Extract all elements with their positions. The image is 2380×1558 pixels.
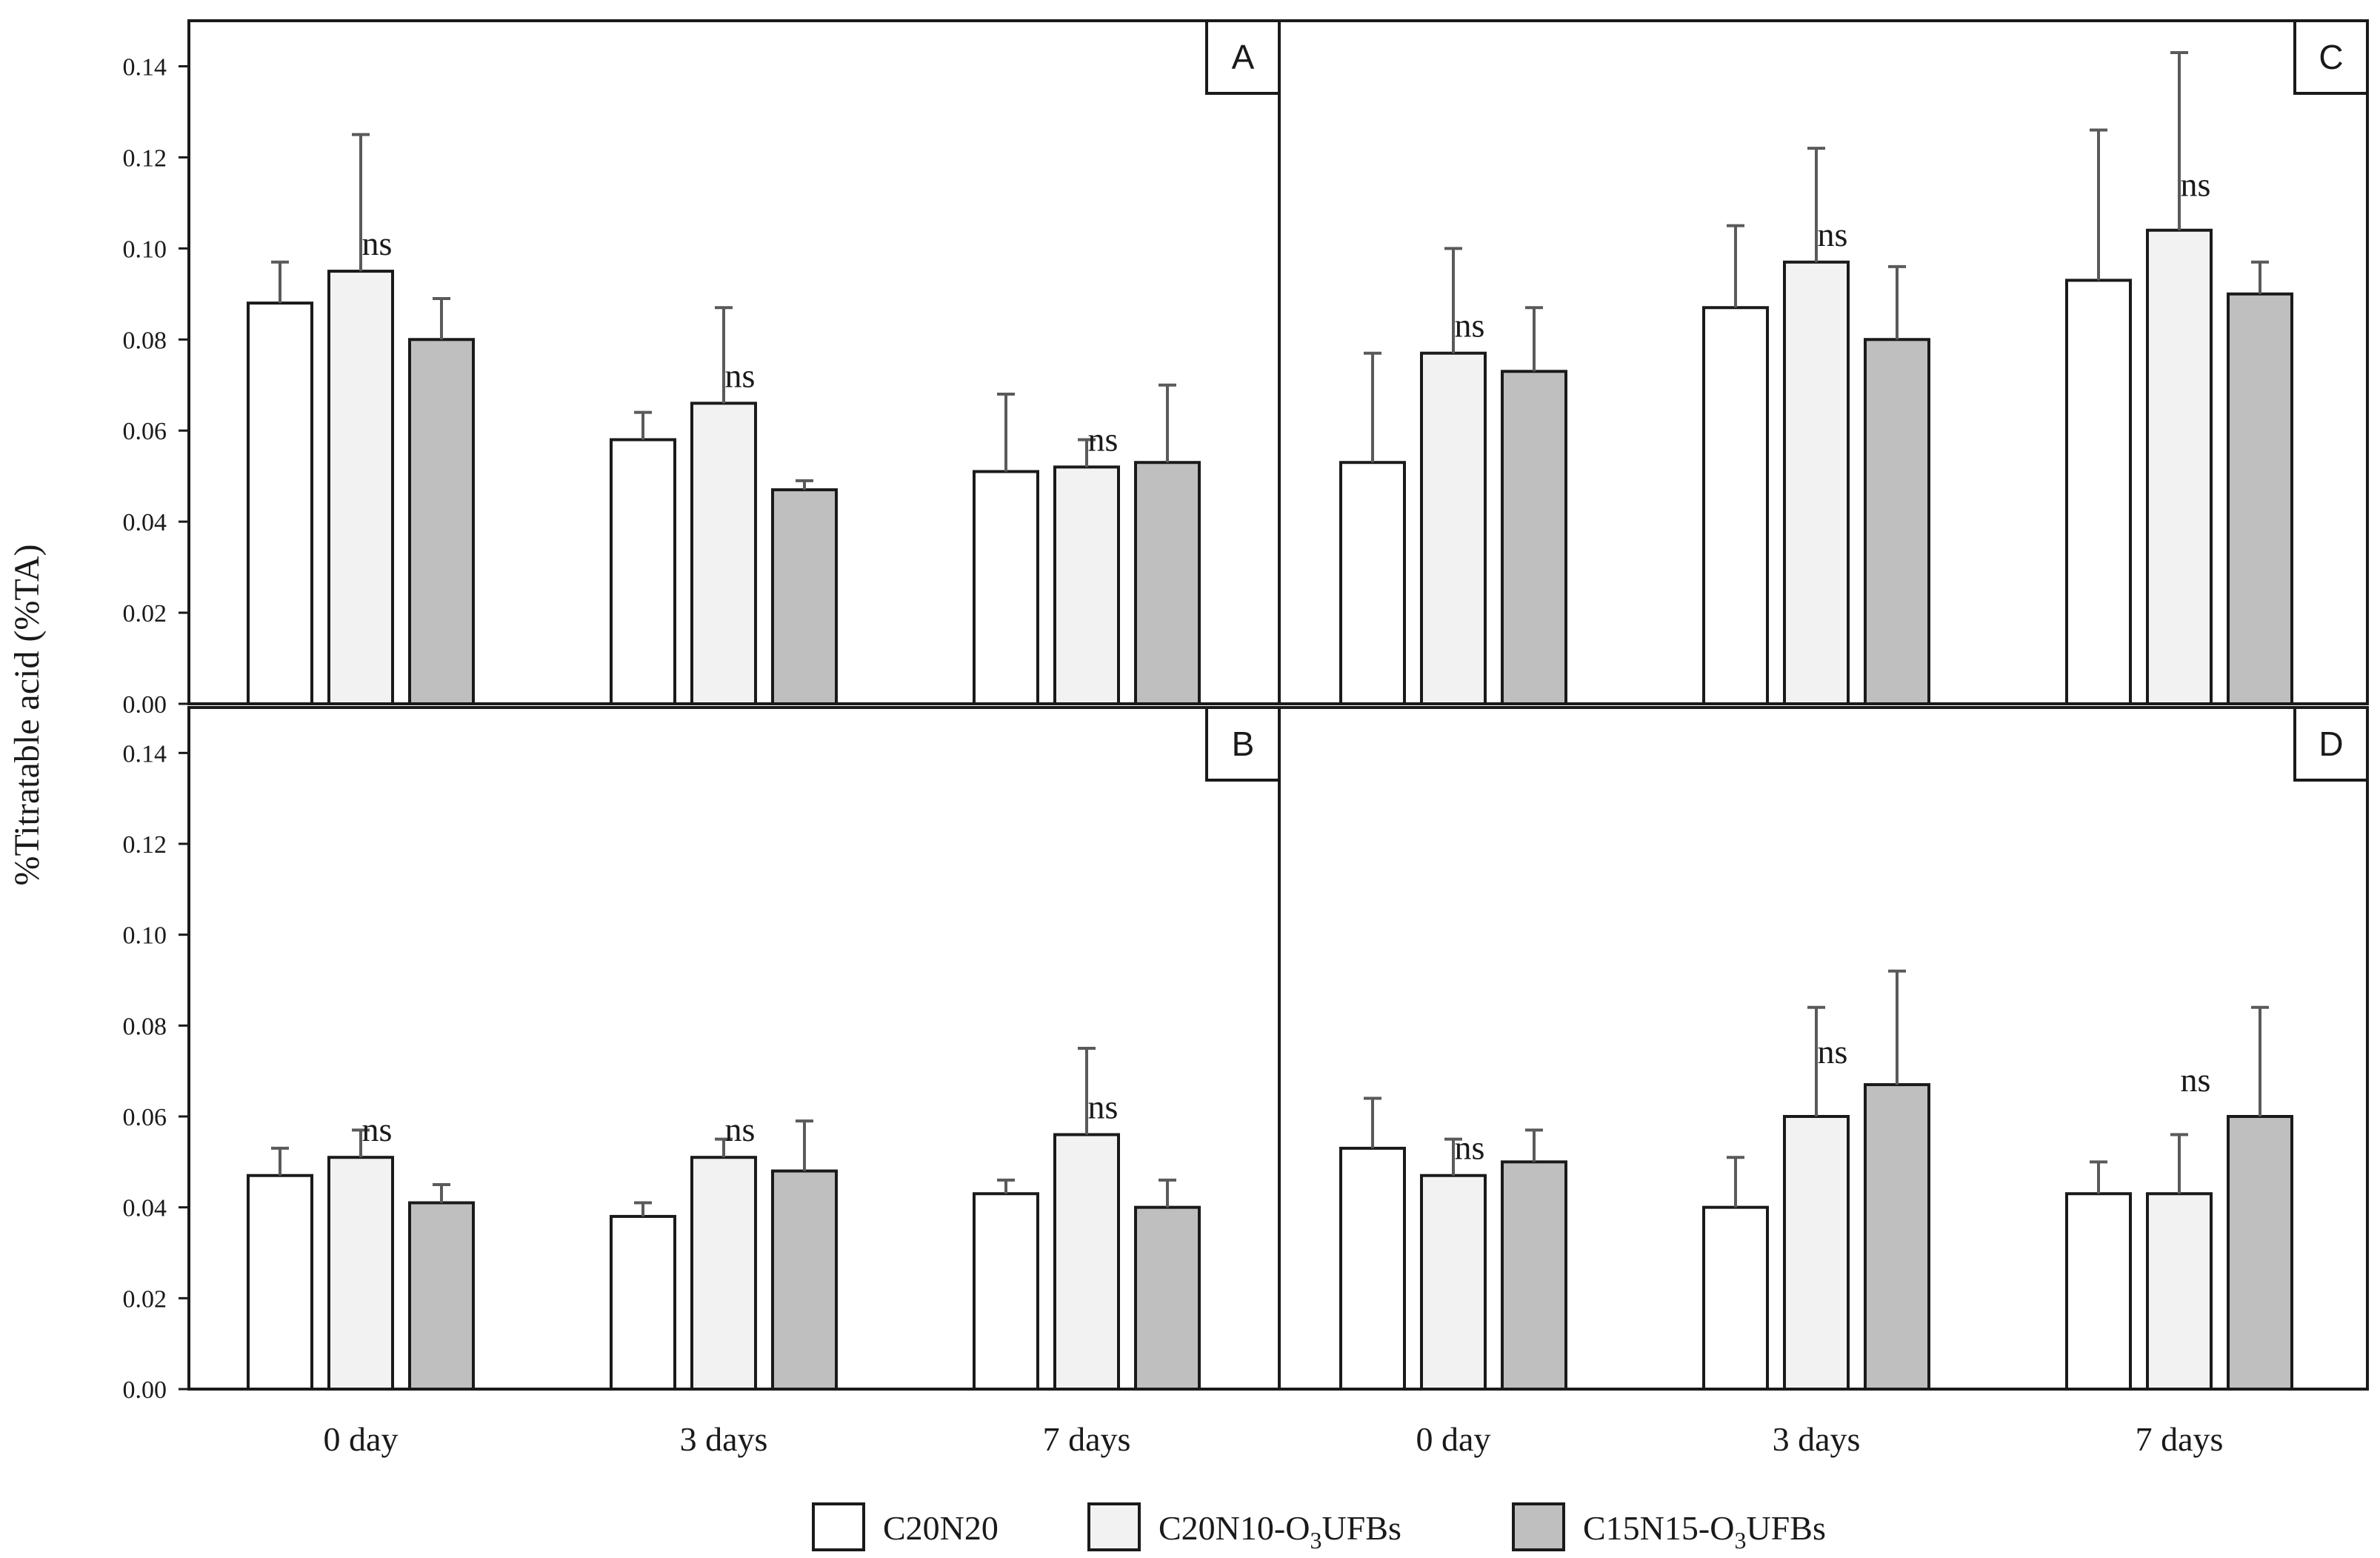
panel-label: B [1232, 725, 1255, 763]
ns-annotation: ns [725, 356, 756, 394]
bar-c20n10-o3ufbs-1 [690, 1156, 757, 1391]
y-tick-label: 0.00 [123, 1376, 167, 1404]
bar-c20n10-o3ufbs-1 [1783, 1115, 1850, 1391]
bar-c20n10-o3ufbs-0 [1420, 1174, 1487, 1391]
panels: 0.00 0.02 0.04 0.06 0.08 0.10 0.12 0.14 ns ns ns An… [123, 19, 2369, 1458]
bar-c15n15-o3ufbs-0 [408, 338, 475, 705]
category-label: 7 days [2136, 1420, 2224, 1458]
panel-label-box [2293, 19, 2369, 95]
y-tick-label: 0.06 [123, 1104, 167, 1131]
y-tick-label: 0.14 [123, 53, 167, 81]
panel-label: D [2319, 725, 2343, 763]
bar-c15n15-o3ufbs-0 [408, 1201, 475, 1391]
bar-c20n20-2 [2065, 1192, 2132, 1391]
bar-c15n15-o3ufbs-0 [1501, 370, 1567, 705]
y-tick-label: 0.06 [123, 418, 167, 445]
bar-c20n10-o3ufbs-1 [690, 402, 757, 705]
legend-label: C20N20 [883, 1509, 999, 1547]
ns-annotation: ns [2181, 1061, 2211, 1099]
bar-c20n20-1 [1702, 1205, 1769, 1391]
category-label: 3 days [680, 1420, 768, 1458]
y-axis-label: %Titratable acid (%TA) [7, 545, 47, 886]
y-tick-label: 0.02 [123, 1285, 167, 1313]
bar-c20n10-o3ufbs-2 [1053, 1133, 1120, 1391]
bar-c20n10-o3ufbs-2 [1053, 465, 1120, 706]
bar-c15n15-o3ufbs-1 [1864, 1083, 1930, 1391]
category-label: 0 day [1416, 1420, 1491, 1458]
bar-c15n15-o3ufbs-1 [1864, 338, 1930, 705]
legend-swatch [1087, 1502, 1141, 1551]
y-tick-label: 0.00 [123, 691, 167, 719]
bar-c15n15-o3ufbs-2 [1134, 1205, 1201, 1391]
bar-c20n10-o3ufbs-1 [1783, 260, 1850, 706]
legend-label: C20N10-O3UFBs [1159, 1509, 1401, 1554]
legend: C20N20 C20N10-O3UFBs C15N15-O3UFBs [812, 1502, 1826, 1554]
bar-c20n20-0 [247, 302, 313, 705]
bar-c20n20-1 [610, 1214, 676, 1391]
panel-b: 0.00 0.02 0.04 0.06 0.08 0.10 0.12 0.14 ns ns ns B 0… [123, 706, 1281, 1458]
panel-label-box [1205, 706, 1281, 782]
ns-annotation: ns [362, 1111, 393, 1148]
y-tick-label: 0.12 [123, 144, 167, 172]
bar-c15n15-o3ufbs-2 [2227, 292, 2293, 705]
bar-c20n20-2 [2065, 279, 2132, 705]
y-tick-label: 0.08 [123, 1013, 167, 1040]
y-tick-label: 0.12 [123, 831, 167, 859]
y-tick-label: 0.02 [123, 600, 167, 627]
ns-annotation: ns [725, 1111, 756, 1148]
bar-c20n10-o3ufbs-2 [2146, 1192, 2213, 1391]
bar-c15n15-o3ufbs-0 [1501, 1160, 1567, 1391]
bar-c20n20-0 [1339, 1146, 1406, 1391]
y-tick-label: 0.14 [123, 740, 167, 768]
legend-swatch [812, 1502, 865, 1551]
y-tick-label: 0.08 [123, 327, 167, 354]
category-label: 0 day [324, 1420, 399, 1458]
y-tick-label: 0.10 [123, 236, 167, 263]
category-label: 3 days [1773, 1420, 1861, 1458]
ns-annotation: ns [362, 224, 393, 262]
bar-c20n20-2 [973, 470, 1039, 706]
ns-annotation: ns [1088, 1088, 1119, 1126]
ns-annotation: ns [1455, 1129, 1485, 1167]
panel-label: A [1232, 38, 1255, 76]
y-tick-label: 0.10 [123, 922, 167, 950]
ns-annotation: ns [1088, 420, 1119, 458]
bar-c15n15-o3ufbs-1 [771, 488, 838, 706]
ns-annotation: ns [1818, 216, 1848, 253]
y-tick-label: 0.04 [123, 1195, 167, 1222]
category-label: 7 days [1043, 1420, 1131, 1458]
panel-c: ns ns ns C [1278, 19, 2369, 706]
bar-c20n10-o3ufbs-2 [2146, 228, 2213, 706]
bar-c20n20-1 [1702, 306, 1769, 705]
ns-annotation: ns [1818, 1033, 1848, 1071]
ns-annotation: ns [2181, 165, 2211, 203]
y-tick-label: 0.04 [123, 509, 167, 536]
panel-a: 0.00 0.02 0.04 0.06 0.08 0.10 0.12 0.14 ns ns ns A [123, 19, 1281, 719]
legend-swatch [1512, 1502, 1565, 1551]
legend-label: C15N15-O3UFBs [1583, 1509, 1826, 1554]
bar-c20n10-o3ufbs-0 [327, 1156, 394, 1391]
bar-c15n15-o3ufbs-2 [2227, 1115, 2293, 1391]
bar-c20n20-0 [1339, 461, 1406, 706]
bar-c20n10-o3ufbs-0 [327, 270, 394, 706]
bar-c20n20-2 [973, 1192, 1039, 1391]
bar-c20n20-1 [610, 438, 676, 705]
panel-d: ns ns ns D 0 day 3 days 7 days [1278, 706, 2369, 1458]
bar-c20n20-0 [247, 1174, 313, 1391]
bar-c15n15-o3ufbs-1 [771, 1169, 838, 1391]
panel-label: C [2319, 38, 2343, 76]
panel-label-box [2293, 706, 2369, 782]
bar-c15n15-o3ufbs-2 [1134, 461, 1201, 706]
ns-annotation: ns [1455, 307, 1485, 344]
bar-c20n10-o3ufbs-0 [1420, 351, 1487, 705]
panel-label-box [1205, 19, 1281, 95]
